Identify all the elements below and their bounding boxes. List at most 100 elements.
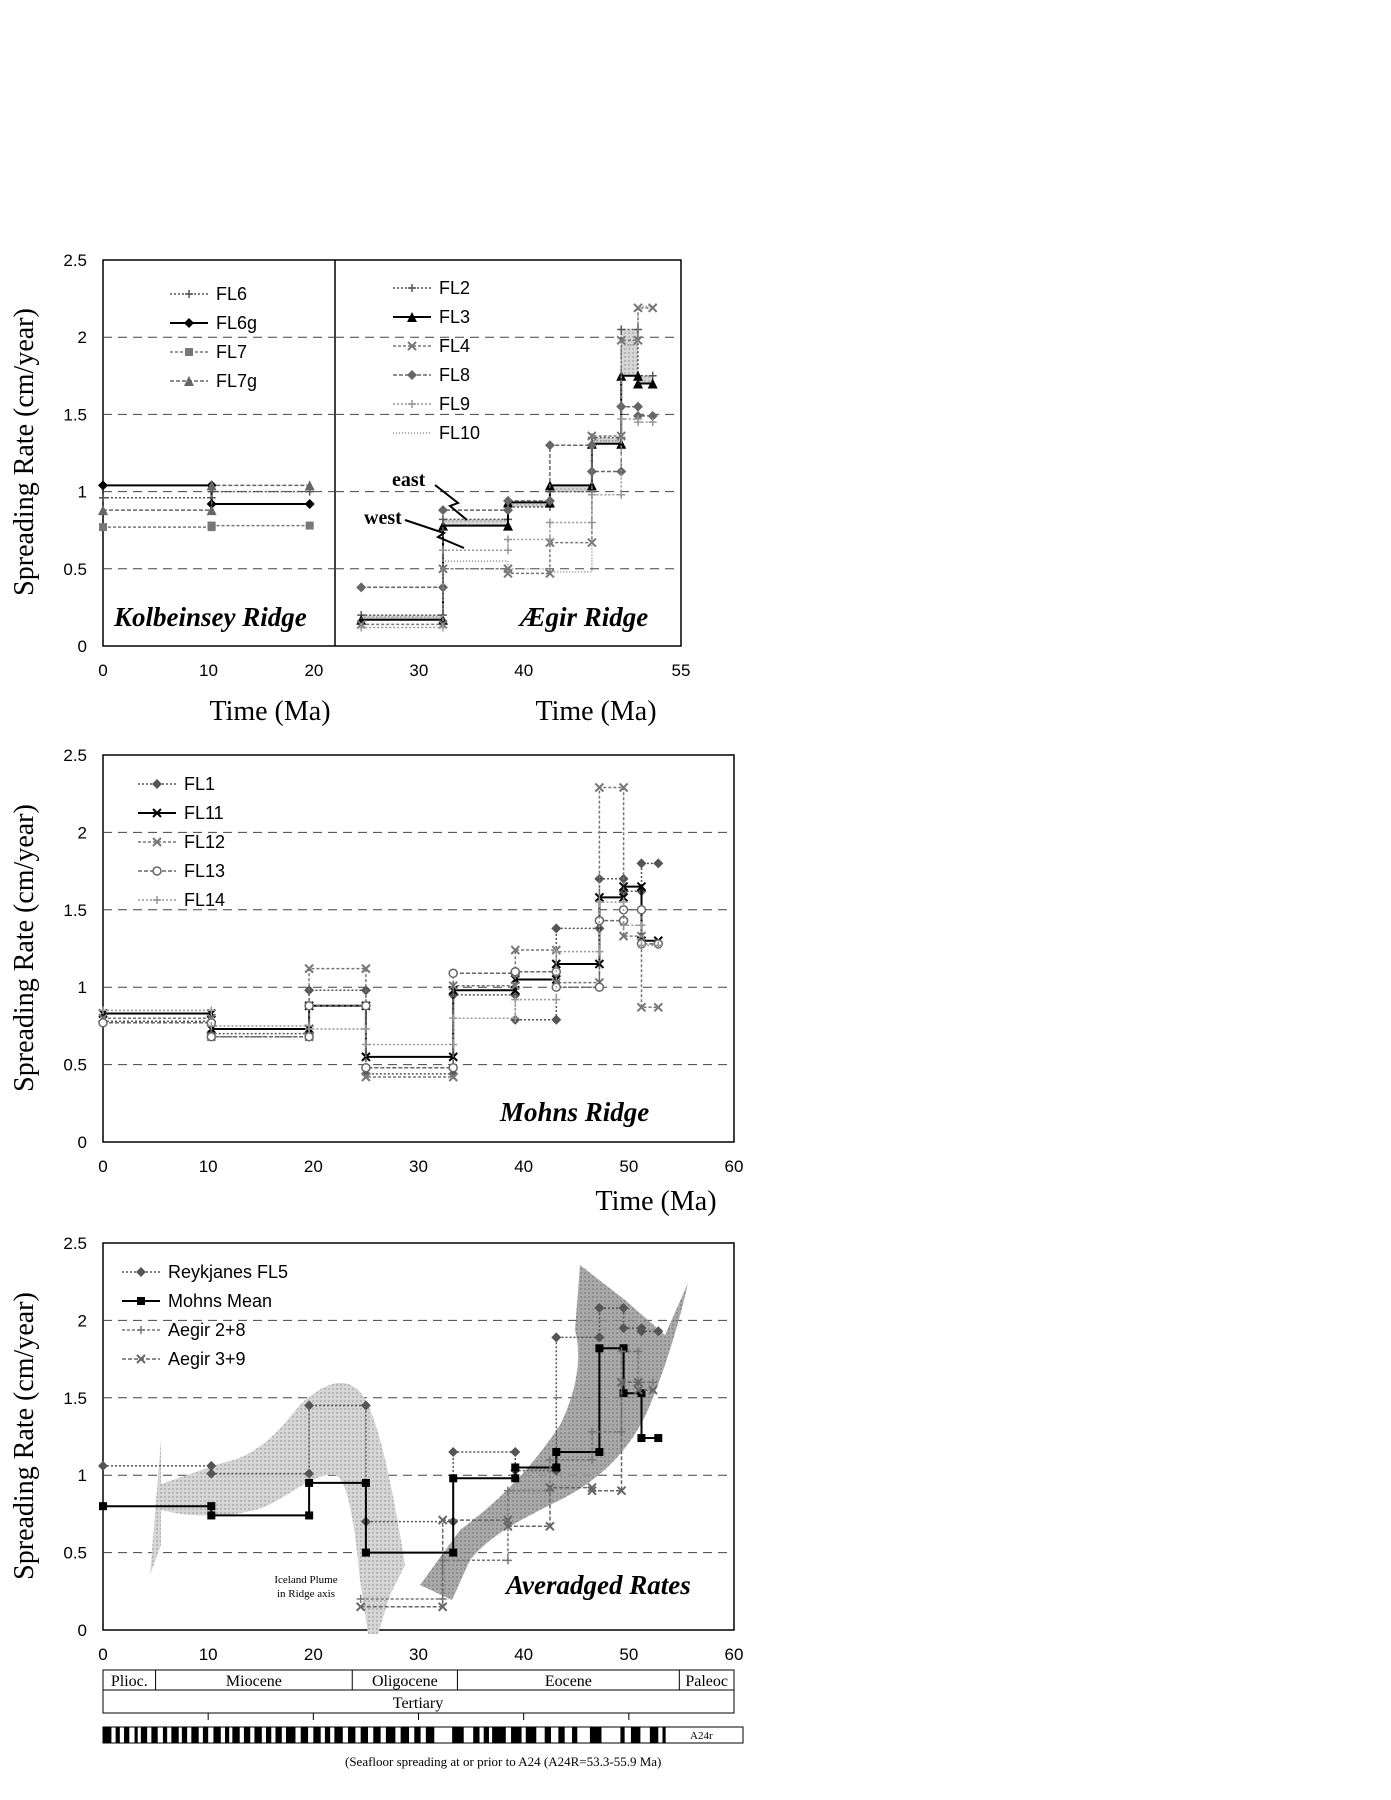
y-axis-label: Spreading Rate (cm/year)	[9, 1292, 40, 1580]
data-point	[594, 1303, 605, 1314]
chron-stripe	[115, 1727, 120, 1743]
ridge-label-mohns: Mohns Ridge	[499, 1097, 649, 1127]
series-line	[103, 885, 659, 1058]
chron-stripe	[483, 1727, 489, 1743]
data-point	[449, 1040, 458, 1049]
x-tick-label: 10	[199, 1157, 218, 1176]
data-point	[207, 1006, 216, 1015]
annotation-west: west	[364, 507, 402, 529]
chron-bar	[102, 1726, 744, 1744]
data-point	[647, 410, 658, 421]
series-line	[103, 490, 310, 499]
chron-stripe	[473, 1727, 480, 1743]
x-tick-label: 60	[725, 1157, 744, 1176]
shaded-band	[638, 375, 653, 384]
data-point	[636, 1326, 647, 1337]
legend-label: FL12	[184, 832, 225, 852]
legend-averaged: Reykjanes FL5 Mohns Mean Aegir 2+8 Aegir 3+…	[122, 1262, 288, 1369]
data-point	[305, 1025, 314, 1033]
shaded-band	[549, 485, 592, 492]
data-point	[616, 438, 627, 449]
data-point	[616, 1485, 627, 1496]
data-point	[636, 858, 647, 869]
ridge-label-averaged: Averadged Rates	[504, 1570, 691, 1600]
chron-stripe	[400, 1727, 410, 1743]
data-point	[355, 1602, 366, 1612]
y-tick-label: 0	[78, 1621, 87, 1640]
y-tick-labels: 0 0.5 1 1.5 2 2.5	[63, 251, 87, 656]
data-point	[616, 401, 627, 412]
legend-marker	[136, 1267, 146, 1277]
period-ticks	[207, 1713, 630, 1720]
data-point	[637, 941, 646, 950]
gridlines	[103, 336, 681, 570]
chron-label: A24r	[690, 1730, 713, 1742]
annotation-east: east	[392, 469, 426, 491]
data-point	[588, 1427, 597, 1436]
data-point	[633, 378, 644, 389]
chron-stripe	[191, 1727, 199, 1743]
chron-stripe	[511, 1727, 522, 1743]
plot-frame-averaged	[102, 1242, 735, 1631]
legend-marker	[152, 866, 162, 876]
annotation-iceland-plume: Iceland Plume	[274, 1574, 337, 1586]
legend-label: FL13	[184, 861, 225, 881]
chron-stripe	[243, 1727, 251, 1743]
chron-stripe	[103, 1727, 112, 1743]
x-tick-label: 10	[199, 1645, 218, 1664]
y-tick-label: 2.5	[63, 1234, 87, 1253]
x-axis-label-kolbeinsey: Time (Ma)	[209, 696, 330, 727]
data-point	[594, 915, 605, 926]
data-point	[438, 546, 447, 555]
chron-stripe	[525, 1727, 537, 1743]
data-point	[510, 945, 520, 955]
data-point	[653, 1326, 664, 1337]
legend-mohns: FL1 FL11 FL12 FL13 FL14	[138, 774, 225, 910]
chron-stripe	[313, 1727, 321, 1743]
chron-stripe	[620, 1727, 625, 1743]
chron-stripe	[360, 1727, 369, 1743]
y-tick-label: 1.5	[63, 1389, 87, 1408]
x-tick-label: 40	[514, 1157, 533, 1176]
data-point	[360, 1400, 371, 1411]
y-tick-label: 1	[78, 1466, 87, 1485]
legend-label: FL6	[216, 284, 247, 304]
legend-label: FL11	[184, 803, 224, 823]
data-point	[206, 505, 217, 516]
data-point	[437, 1602, 448, 1612]
plot-frame-mohns	[102, 754, 735, 1143]
data-point	[304, 963, 314, 974]
legend-label: FL9	[439, 394, 470, 414]
chron-stripe	[373, 1727, 381, 1743]
data-point	[552, 947, 561, 956]
legend-label: FL7	[216, 342, 247, 362]
chron-stripe	[134, 1727, 138, 1743]
data-point	[361, 963, 371, 974]
data-point	[503, 1486, 512, 1495]
chron-stripe	[630, 1727, 641, 1743]
data-point	[637, 1434, 646, 1443]
chron-stripe	[224, 1727, 230, 1743]
data-point	[356, 582, 367, 593]
chron-stripe	[414, 1727, 421, 1743]
legend-label: FL10	[439, 423, 480, 443]
chron-stripe	[572, 1727, 578, 1743]
x-tick-label: 30	[409, 661, 428, 680]
ridge-label-kolbeinsey: Kolbeinsey Ridge	[113, 602, 307, 632]
data-point	[544, 495, 555, 506]
data-point	[594, 1332, 605, 1343]
data-point	[653, 858, 664, 869]
data-point	[361, 1040, 370, 1049]
data-point	[503, 520, 513, 531]
legend-label: FL1	[184, 774, 215, 794]
data-point	[545, 518, 554, 527]
data-point	[654, 1434, 663, 1443]
chron-stripe	[300, 1727, 309, 1743]
data-point	[510, 1446, 521, 1457]
data-point	[503, 495, 513, 506]
period-label: Tertiary	[393, 1695, 443, 1712]
chron-stripe	[124, 1727, 130, 1743]
data-point	[551, 959, 561, 969]
data-point	[544, 440, 555, 451]
y-tick-label: 2	[78, 328, 87, 347]
